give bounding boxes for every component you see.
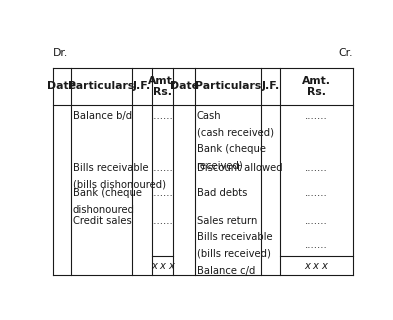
Text: J.F.: J.F. — [261, 82, 279, 92]
Text: Sales return: Sales return — [196, 216, 257, 226]
Text: Particulars: Particulars — [68, 82, 135, 92]
Text: .......: ....... — [151, 111, 174, 121]
Text: .......: ....... — [305, 240, 328, 251]
Text: Amt.
Rs.: Amt. Rs. — [148, 76, 177, 97]
Text: dishonoured: dishonoured — [73, 205, 135, 215]
Text: Balance b/d: Balance b/d — [73, 111, 132, 121]
Text: Discount allowed: Discount allowed — [196, 163, 282, 172]
Text: Bills receivable: Bills receivable — [196, 232, 272, 242]
Text: J.F.: J.F. — [133, 82, 151, 92]
Text: (bills dishonoured): (bills dishonoured) — [73, 179, 166, 189]
Text: (cash received): (cash received) — [196, 128, 274, 138]
Text: Credit sales: Credit sales — [73, 216, 132, 226]
Text: .......: ....... — [151, 163, 174, 172]
Text: received): received) — [196, 161, 243, 171]
Text: Particulars: Particulars — [195, 82, 261, 92]
Text: .......: ....... — [305, 216, 328, 226]
Text: .......: ....... — [305, 163, 328, 172]
Text: (bills received): (bills received) — [196, 249, 270, 259]
Text: Date: Date — [169, 82, 198, 92]
Text: Amt.
Rs.: Amt. Rs. — [302, 76, 331, 97]
Text: .......: ....... — [305, 188, 328, 198]
Text: Bank (cheque: Bank (cheque — [73, 188, 142, 198]
Text: Balance c/d: Balance c/d — [196, 266, 255, 276]
Text: Cr.: Cr. — [339, 48, 353, 58]
Text: .......: ....... — [151, 216, 174, 226]
Text: x x x: x x x — [151, 261, 174, 271]
Text: Cash: Cash — [196, 111, 221, 121]
Text: Bills receivable: Bills receivable — [73, 163, 149, 172]
Text: Date: Date — [48, 82, 76, 92]
Text: Bad debts: Bad debts — [196, 188, 247, 198]
Text: .......: ....... — [151, 188, 174, 198]
Text: Bank (cheque: Bank (cheque — [196, 144, 266, 154]
Text: .......: ....... — [305, 111, 328, 121]
Text: Dr.: Dr. — [53, 48, 68, 58]
Text: x x x: x x x — [305, 261, 329, 271]
